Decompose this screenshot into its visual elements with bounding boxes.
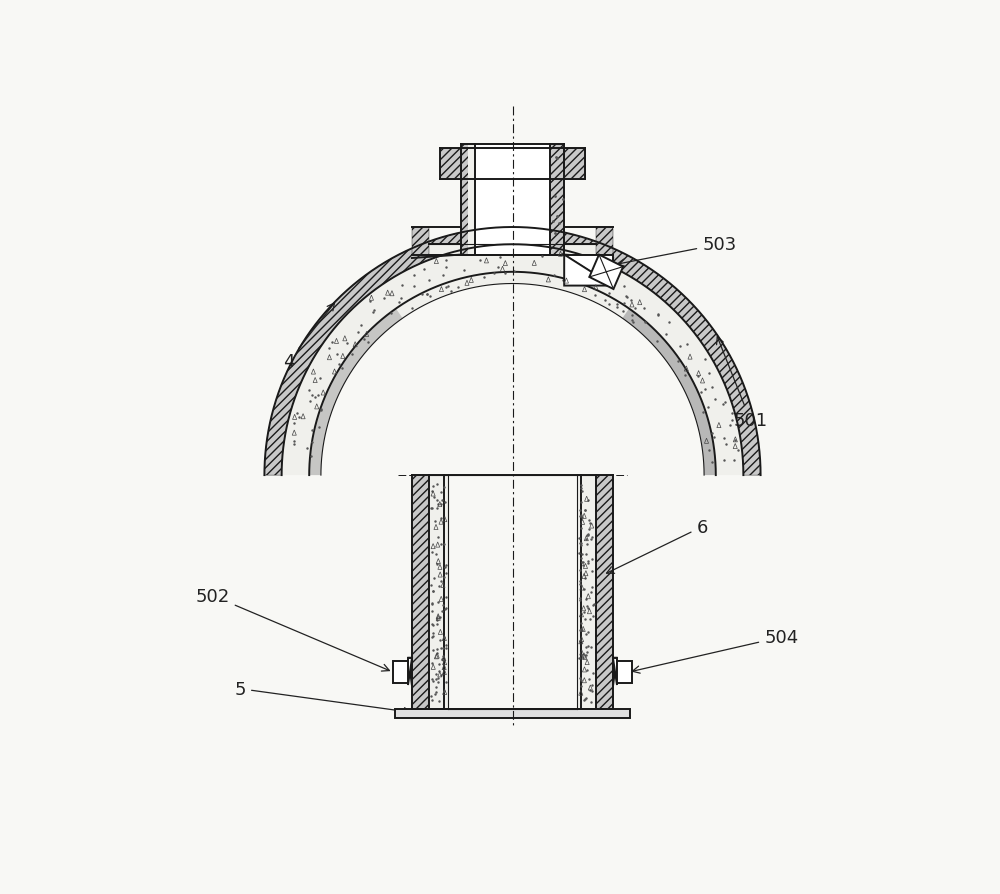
Polygon shape	[264, 228, 761, 476]
Bar	[412, 476, 429, 710]
Bar	[596, 476, 613, 710]
Polygon shape	[622, 309, 716, 476]
Polygon shape	[282, 245, 743, 476]
Text: 4: 4	[283, 304, 334, 371]
Bar	[412, 476, 429, 710]
Bar	[440, 148, 461, 180]
Bar	[468, 145, 475, 256]
Bar	[461, 145, 475, 256]
Bar	[429, 476, 448, 710]
Bar	[577, 476, 596, 710]
Text: 503: 503	[617, 236, 736, 267]
Polygon shape	[412, 228, 461, 256]
Polygon shape	[429, 245, 461, 256]
Polygon shape	[564, 256, 613, 286]
Text: 504: 504	[632, 628, 798, 673]
Bar	[393, 662, 408, 683]
Bar	[461, 145, 564, 256]
Polygon shape	[309, 309, 403, 476]
Polygon shape	[564, 256, 613, 286]
Text: 6: 6	[607, 519, 708, 574]
Polygon shape	[564, 228, 613, 256]
Polygon shape	[613, 658, 617, 686]
Bar	[596, 476, 613, 710]
Text: 502: 502	[196, 587, 389, 671]
Polygon shape	[564, 245, 596, 256]
Polygon shape	[408, 658, 412, 686]
Polygon shape	[613, 658, 617, 686]
Polygon shape	[408, 658, 412, 686]
Text: 5: 5	[235, 680, 411, 715]
Polygon shape	[589, 256, 623, 290]
Bar	[617, 662, 632, 683]
Text: 501: 501	[717, 337, 767, 429]
Bar	[395, 710, 630, 718]
Bar	[564, 148, 585, 180]
Polygon shape	[264, 228, 761, 476]
Bar	[550, 145, 564, 256]
